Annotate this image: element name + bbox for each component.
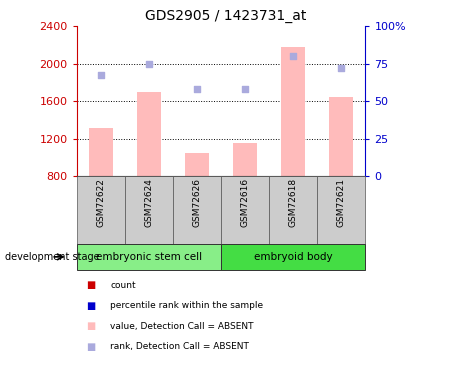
Bar xyxy=(173,176,221,244)
Text: value, Detection Call = ABSENT: value, Detection Call = ABSENT xyxy=(110,322,254,331)
Text: GSM72624: GSM72624 xyxy=(144,178,153,227)
Text: count: count xyxy=(110,280,136,290)
Bar xyxy=(269,176,317,244)
Text: ■: ■ xyxy=(86,301,95,310)
Point xyxy=(193,86,201,92)
Bar xyxy=(137,92,161,176)
Bar xyxy=(89,128,113,176)
Bar xyxy=(233,144,257,176)
Bar xyxy=(77,244,221,270)
Text: rank, Detection Call = ABSENT: rank, Detection Call = ABSENT xyxy=(110,342,249,351)
Text: development stage: development stage xyxy=(5,252,99,262)
Bar xyxy=(329,97,353,176)
Text: GSM72618: GSM72618 xyxy=(289,178,298,227)
Text: ■: ■ xyxy=(86,321,95,331)
Bar xyxy=(317,176,365,244)
Bar xyxy=(185,153,209,176)
Point xyxy=(241,86,249,92)
Text: ■: ■ xyxy=(86,342,95,352)
Point xyxy=(290,53,297,59)
Text: GSM72622: GSM72622 xyxy=(96,178,105,227)
Text: percentile rank within the sample: percentile rank within the sample xyxy=(110,301,264,310)
Point xyxy=(338,65,345,71)
Bar xyxy=(77,176,125,244)
Bar xyxy=(221,244,365,270)
Bar xyxy=(281,47,305,176)
Point xyxy=(145,61,152,67)
Point xyxy=(97,72,104,78)
Text: embryoid body: embryoid body xyxy=(254,252,332,262)
Text: GSM72626: GSM72626 xyxy=(193,178,202,227)
Text: ■: ■ xyxy=(86,280,95,290)
Text: embryonic stem cell: embryonic stem cell xyxy=(96,252,202,262)
Text: GSM72621: GSM72621 xyxy=(337,178,346,227)
Text: GSM72616: GSM72616 xyxy=(240,178,249,227)
Text: GDS2905 / 1423731_at: GDS2905 / 1423731_at xyxy=(145,9,306,23)
Bar xyxy=(221,176,269,244)
Bar xyxy=(125,176,173,244)
